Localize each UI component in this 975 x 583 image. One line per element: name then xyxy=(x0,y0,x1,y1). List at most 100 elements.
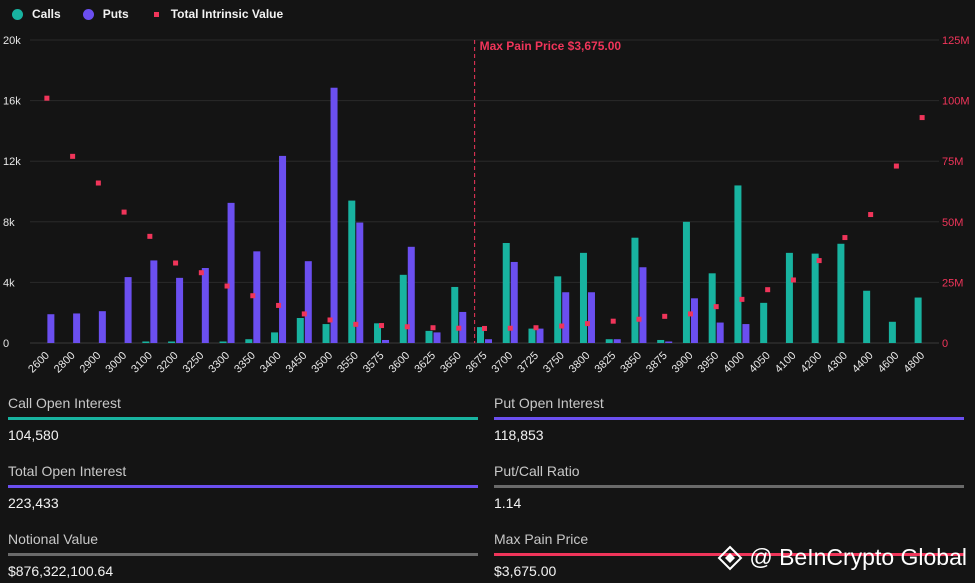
intrinsic-value-point[interactable] xyxy=(482,325,487,331)
puts-bar[interactable] xyxy=(124,277,132,343)
calls-bar[interactable] xyxy=(888,321,896,343)
intrinsic-value-point[interactable] xyxy=(662,313,668,319)
puts-bar[interactable] xyxy=(227,202,235,343)
calls-bar[interactable] xyxy=(348,200,356,343)
intrinsic-value-point[interactable] xyxy=(353,321,359,327)
intrinsic-value-point[interactable] xyxy=(379,323,385,329)
calls-bar[interactable] xyxy=(168,341,176,343)
calls-bar[interactable] xyxy=(399,274,407,343)
intrinsic-value-point[interactable] xyxy=(507,325,513,331)
puts-bar[interactable] xyxy=(150,260,158,343)
calls-bar[interactable] xyxy=(528,328,536,343)
calls-bar[interactable] xyxy=(682,221,690,343)
calls-bar[interactable] xyxy=(219,341,227,343)
puts-bar[interactable] xyxy=(690,298,698,343)
puts-bar[interactable] xyxy=(382,339,390,343)
calls-bar[interactable] xyxy=(425,330,433,343)
puts-bar[interactable] xyxy=(201,268,209,343)
calls-bar[interactable] xyxy=(451,286,459,343)
intrinsic-value-point[interactable] xyxy=(636,316,642,322)
intrinsic-value-point[interactable] xyxy=(404,324,410,330)
puts-bar[interactable] xyxy=(459,311,467,343)
puts-bar[interactable] xyxy=(433,332,441,343)
calls-bar[interactable] xyxy=(554,276,562,343)
puts-bar[interactable] xyxy=(485,339,492,343)
puts-bar[interactable] xyxy=(587,292,595,343)
intrinsic-swatch-icon xyxy=(153,11,159,17)
puts-bar[interactable] xyxy=(176,277,184,343)
calls-bar[interactable] xyxy=(914,297,922,343)
intrinsic-value-point[interactable] xyxy=(456,325,462,331)
intrinsic-value-point[interactable] xyxy=(687,311,693,317)
calls-bar[interactable] xyxy=(605,339,613,343)
intrinsic-value-point[interactable] xyxy=(765,287,771,293)
intrinsic-value-point[interactable] xyxy=(893,163,899,169)
legend-calls[interactable]: Calls xyxy=(12,7,61,21)
intrinsic-value-point[interactable] xyxy=(121,209,127,215)
intrinsic-value-point[interactable] xyxy=(430,325,436,331)
calls-bar[interactable] xyxy=(142,341,150,343)
calls-bar[interactable] xyxy=(322,324,330,343)
puts-bar[interactable] xyxy=(562,292,570,343)
puts-bar[interactable] xyxy=(639,267,647,343)
puts-bar[interactable] xyxy=(253,251,261,343)
calls-bar[interactable] xyxy=(579,252,587,343)
intrinsic-value-point[interactable] xyxy=(868,212,874,218)
puts-bar[interactable] xyxy=(304,261,312,343)
puts-bar[interactable] xyxy=(407,246,415,343)
puts-bar[interactable] xyxy=(536,328,544,343)
puts-bar[interactable] xyxy=(330,87,338,343)
intrinsic-value-point[interactable] xyxy=(816,258,822,264)
intrinsic-value-point[interactable] xyxy=(250,293,256,299)
calls-bar[interactable] xyxy=(657,339,665,343)
calls-bar[interactable] xyxy=(631,237,639,343)
intrinsic-value-point[interactable] xyxy=(610,318,616,324)
puts-bar[interactable] xyxy=(47,314,55,343)
legend-puts[interactable]: Puts xyxy=(82,7,129,21)
intrinsic-value-point[interactable] xyxy=(70,153,76,159)
intrinsic-value-point[interactable] xyxy=(173,260,179,266)
intrinsic-value-point[interactable] xyxy=(919,115,925,121)
calls-bar[interactable] xyxy=(374,323,382,343)
intrinsic-value-point[interactable] xyxy=(147,233,153,239)
intrinsic-value-point[interactable] xyxy=(584,321,590,327)
intrinsic-value-point[interactable] xyxy=(713,304,719,310)
intrinsic-value-point[interactable] xyxy=(790,277,796,283)
intrinsic-value-point[interactable] xyxy=(44,95,50,101)
intrinsic-value-point[interactable] xyxy=(301,311,307,317)
x-tick-label: 3550 xyxy=(335,350,361,376)
puts-bar[interactable] xyxy=(742,324,750,343)
calls-bar[interactable] xyxy=(760,302,768,343)
calls-bar[interactable] xyxy=(734,185,742,343)
intrinsic-value-point[interactable] xyxy=(842,235,848,241)
calls-bar[interactable] xyxy=(708,273,716,343)
intrinsic-value-point[interactable] xyxy=(533,325,539,331)
calls-bar[interactable] xyxy=(811,253,819,343)
calls-bar[interactable] xyxy=(785,252,793,343)
calls-bar[interactable] xyxy=(502,243,510,343)
intrinsic-value-point[interactable] xyxy=(95,180,101,186)
puts-bar[interactable] xyxy=(98,311,106,343)
intrinsic-value-point[interactable] xyxy=(559,323,565,329)
puts-bar[interactable] xyxy=(510,261,518,343)
calls-bar[interactable] xyxy=(863,290,871,343)
calls-bar[interactable] xyxy=(477,327,484,343)
puts-bar[interactable] xyxy=(716,322,724,343)
legend-intrinsic[interactable]: Total Intrinsic Value xyxy=(151,7,283,21)
calls-bar[interactable] xyxy=(245,339,253,343)
intrinsic-value-point[interactable] xyxy=(739,296,745,302)
puts-bar[interactable] xyxy=(356,222,364,343)
puts-bar[interactable] xyxy=(73,313,81,343)
calls-bar[interactable] xyxy=(296,318,304,343)
calls-bar[interactable] xyxy=(271,332,279,343)
intrinsic-value-point[interactable] xyxy=(276,302,282,308)
intrinsic-value-point[interactable] xyxy=(327,317,333,323)
calls-bar[interactable] xyxy=(837,243,845,343)
intrinsic-value-point[interactable] xyxy=(198,270,204,276)
x-tick-label: 4800 xyxy=(901,350,927,376)
puts-bar[interactable] xyxy=(665,341,673,343)
intrinsic-value-point[interactable] xyxy=(224,283,230,289)
puts-bar[interactable] xyxy=(613,339,621,343)
puts-bar[interactable] xyxy=(279,155,287,343)
x-tick-label: 4600 xyxy=(876,350,902,376)
